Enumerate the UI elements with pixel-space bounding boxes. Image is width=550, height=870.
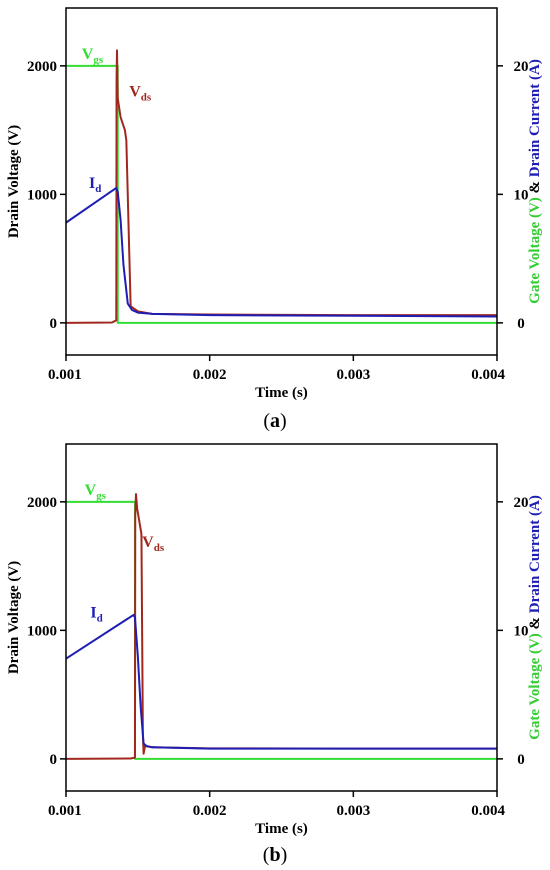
series-label-vgs-b: Vgs bbox=[85, 482, 107, 502]
y-tick-label-2-b: 2000 bbox=[27, 495, 57, 511]
x-tick-label-1-a: 0.002 bbox=[193, 367, 227, 383]
y2-tick-label-0-b: 0 bbox=[517, 752, 525, 768]
series-label-id-sub-b: d bbox=[97, 613, 103, 625]
caption-b-close: ) bbox=[280, 844, 288, 866]
caption-a-close: ) bbox=[280, 410, 287, 432]
series-line-vds-b bbox=[66, 493, 497, 760]
series-line-id-b bbox=[66, 613, 497, 750]
series-label-vds-sub-b: ds bbox=[154, 542, 165, 554]
y2-axis-label-current-a: Drain Current (A) bbox=[527, 59, 543, 177]
x-tick-label-2-b: 0.003 bbox=[336, 803, 370, 819]
caption-b-open: ( bbox=[262, 844, 270, 866]
series-label-vds-sub-a: ds bbox=[141, 92, 152, 104]
caption-a: (a) bbox=[0, 410, 550, 433]
series-label-vds-main-a: V bbox=[129, 84, 141, 101]
x-tick-label-2-a: 0.003 bbox=[336, 367, 370, 383]
series-line-id-a bbox=[66, 186, 497, 318]
x-tick-label-0-a: 0.001 bbox=[48, 367, 82, 383]
series-label-vds-main-b: V bbox=[142, 534, 154, 551]
series-label-id-main-a: I bbox=[89, 175, 95, 192]
series-label-vds-b: Vds bbox=[142, 534, 165, 554]
series-label-vgs-main-a: V bbox=[82, 46, 94, 63]
y2-axis-label-amp-b: & bbox=[527, 613, 543, 633]
chart-b-svg: 0.001 0.002 0.003 0.004 Time (s) 0 1000 2000 Dra… bbox=[6, 443, 543, 837]
x-axis-label-b: Time (s) bbox=[255, 821, 308, 837]
x-tick-label-3-b: 0.004 bbox=[471, 803, 505, 819]
plot-frame-a bbox=[65, 7, 498, 356]
series-label-id-b: Id bbox=[90, 605, 102, 625]
caption-b-letter: b bbox=[269, 844, 281, 866]
series-label-vgs-sub-a: gs bbox=[93, 54, 104, 66]
y2-axis-label-amp-a: & bbox=[527, 177, 543, 197]
x-tick-label-3-a: 0.004 bbox=[471, 367, 505, 383]
y2-tick-label-0-a: 0 bbox=[517, 316, 525, 332]
y-axis-label-a: Drain Voltage (V) bbox=[6, 125, 22, 238]
series-label-vgs-sub-b: gs bbox=[96, 490, 107, 502]
y2-tick-label-2-a: 20 bbox=[514, 59, 529, 75]
x-tick-label-1-b: 0.002 bbox=[193, 803, 227, 819]
series-label-vgs-main-b: V bbox=[85, 482, 97, 499]
series-line-vgs-b bbox=[66, 500, 497, 760]
series-label-vds-a: Vds bbox=[129, 84, 152, 104]
x-axis-label-a: Time (s) bbox=[255, 385, 308, 401]
y-tick-label-0-a: 0 bbox=[50, 316, 58, 332]
y2-axis-label-gate-b: Gate Voltage (V) bbox=[527, 633, 543, 740]
y2-tick-label-1-a: 10 bbox=[514, 187, 529, 203]
y-tick-label-1-a: 1000 bbox=[27, 187, 57, 203]
y2-axis-label-a: Gate Voltage (V) & Drain Current (A) bbox=[527, 59, 543, 304]
series-label-id-a: Id bbox=[89, 175, 101, 195]
y2-tick-label-1-b: 10 bbox=[514, 623, 529, 639]
caption-a-letter: a bbox=[270, 410, 280, 432]
caption-b: (b) bbox=[0, 844, 550, 867]
series-group-a bbox=[66, 49, 497, 324]
y-tick-label-0-b: 0 bbox=[50, 752, 58, 768]
series-label-vgs-a: Vgs bbox=[82, 46, 104, 66]
y-axis-label-b: Drain Voltage (V) bbox=[6, 561, 22, 674]
plot-frame-b bbox=[65, 443, 498, 792]
y2-tick-label-2-b: 20 bbox=[514, 495, 529, 511]
series-label-id-sub-a: d bbox=[95, 183, 101, 195]
y-tick-label-1-b: 1000 bbox=[27, 623, 57, 639]
y2-axis-label-gate-a: Gate Voltage (V) bbox=[527, 197, 543, 304]
series-group-b bbox=[66, 493, 497, 760]
y-tick-label-2-a: 2000 bbox=[27, 59, 57, 75]
y2-axis-label-current-b: Drain Current (A) bbox=[527, 495, 543, 613]
caption-a-open: ( bbox=[263, 410, 270, 432]
chart-a-svg: 0.001 0.002 0.003 0.004 Time (s) 0 1000 2000 Dra… bbox=[6, 7, 543, 401]
x-tick-label-0-b: 0.001 bbox=[48, 803, 82, 819]
series-label-id-main-b: I bbox=[90, 605, 96, 622]
y2-axis-label-b: Gate Voltage (V) & Drain Current (A) bbox=[527, 495, 543, 740]
